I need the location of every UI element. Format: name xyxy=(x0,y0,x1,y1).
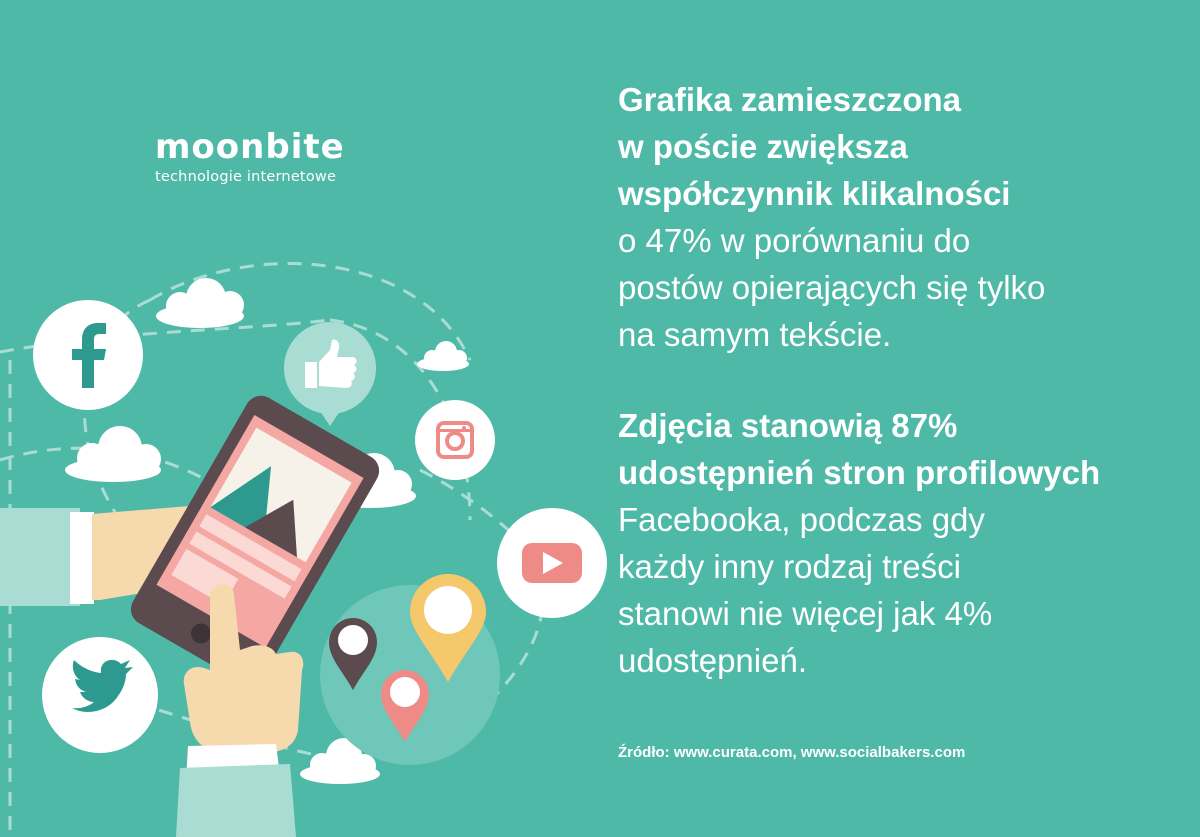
logo-name: moonbite xyxy=(155,127,345,167)
cloud-icon xyxy=(300,738,380,784)
body-line: o 47% w porównaniu do xyxy=(618,222,971,259)
instagram-icon xyxy=(415,400,495,480)
headline-line: Zdjęcia stanowią 87% xyxy=(618,407,958,444)
cloud-icon xyxy=(417,341,469,371)
source-note: Źródło: www.curata.com, www.socialbakers… xyxy=(618,744,966,761)
headline-line: udostępnień stron profilowych xyxy=(618,454,1101,491)
brand-logo: moonbite technologie internetowe xyxy=(155,128,345,186)
cloud-icon xyxy=(65,426,161,482)
facebook-icon xyxy=(33,300,143,410)
body-line: udostępnień. xyxy=(618,642,807,679)
statistic-paragraph-2: Zdjęcia stanowią 87% udostępnień stron p… xyxy=(618,402,1188,684)
youtube-icon xyxy=(497,508,607,618)
map-pin-icon xyxy=(329,618,377,690)
hand-icon xyxy=(176,584,304,837)
hand-icon xyxy=(0,505,226,606)
headline-line: współczynnik klikalności xyxy=(618,175,1011,212)
body-line: na samym tekście. xyxy=(618,316,892,353)
body-line: postów opierających się tylko xyxy=(618,269,1046,306)
cloud-icon xyxy=(156,278,244,328)
body-line: stanowi nie więcej jak 4% xyxy=(618,595,993,632)
map-pin-icon xyxy=(381,670,429,742)
headline-line: w poście zwiększa xyxy=(618,128,908,165)
statistic-paragraph-1: Grafika zamieszczona w poście zwiększa w… xyxy=(618,76,1188,358)
statistics-text: Grafika zamieszczona w poście zwiększa w… xyxy=(618,76,1188,684)
headline-line: Grafika zamieszczona xyxy=(618,81,961,118)
body-line: każdy inny rodzaj treści xyxy=(618,548,961,585)
twitter-icon xyxy=(42,637,158,753)
logo-tagline: technologie internetowe xyxy=(155,169,337,185)
thumbs-up-icon xyxy=(284,322,376,426)
body-line: Facebooka, podczas gdy xyxy=(618,501,985,538)
map-pin-icon xyxy=(410,574,486,682)
